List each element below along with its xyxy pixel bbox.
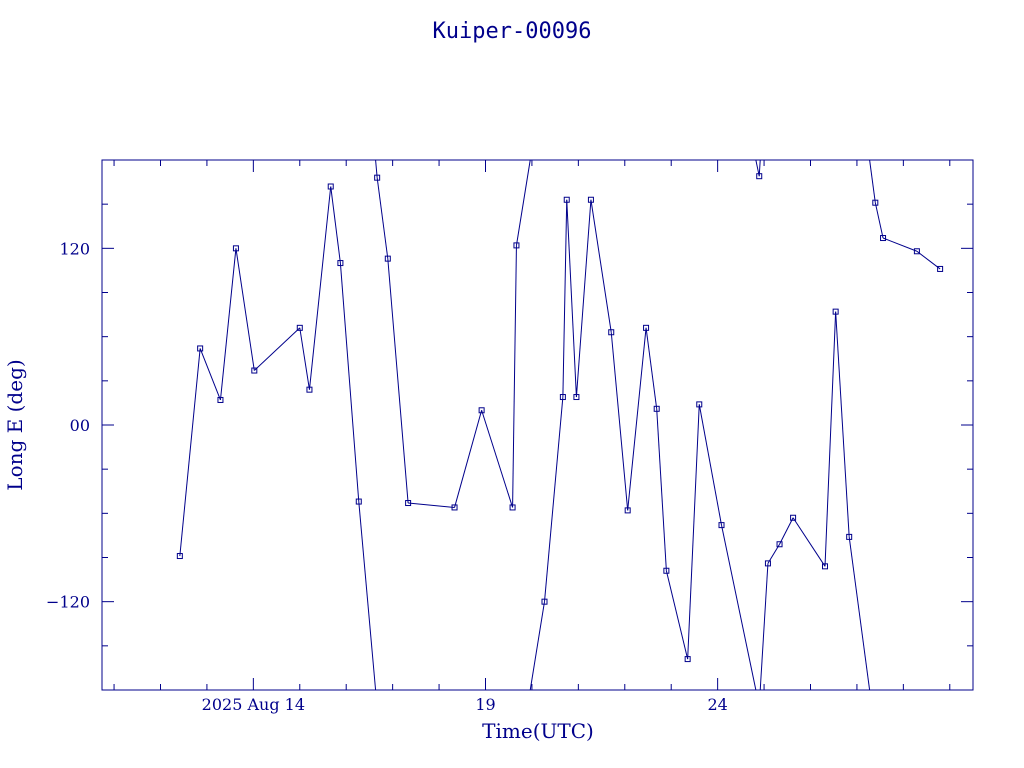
data-point <box>563 196 570 203</box>
series-segment <box>481 410 514 508</box>
data-point <box>846 533 853 540</box>
data-point <box>653 405 660 412</box>
series-segment <box>562 199 568 398</box>
series-segment <box>543 396 564 602</box>
data-point <box>405 500 412 507</box>
data-point <box>832 308 839 315</box>
x-tick-label: 2025 Aug 14 <box>202 695 305 714</box>
series-segment <box>253 327 301 371</box>
data-point <box>696 401 703 408</box>
y-tick-label: 00 <box>70 416 90 435</box>
data-point <box>384 255 391 262</box>
data-point <box>756 173 763 180</box>
series-group <box>176 159 944 691</box>
data-point <box>509 504 516 511</box>
series-segment <box>408 502 455 508</box>
x-axis-label: Time(UTC) <box>482 719 594 743</box>
data-point <box>251 367 258 374</box>
x-tick-label: 24 <box>707 695 727 714</box>
series-segment <box>759 563 769 691</box>
series-segment <box>767 543 780 564</box>
series-segment <box>454 410 483 508</box>
series-segment <box>848 536 871 691</box>
data-point <box>718 522 725 529</box>
y-axis-label: Long E (deg) <box>3 359 27 490</box>
series-segment <box>792 517 826 567</box>
data-point <box>355 498 362 505</box>
data-point <box>937 265 944 272</box>
data-point <box>764 560 771 567</box>
series-segment <box>566 199 577 398</box>
series-segment <box>687 404 700 660</box>
chart-title: Kuiper-00096 <box>433 19 592 44</box>
series-segment <box>575 199 592 398</box>
series-segment <box>698 404 722 526</box>
series-segment <box>339 263 360 502</box>
series-segment <box>330 186 341 264</box>
series-segment <box>299 327 310 390</box>
data-point <box>663 567 670 574</box>
series-segment <box>874 202 884 239</box>
tick-labels: 2025 Aug 14 19 24 120 00 −120 <box>46 239 728 714</box>
y-tick-label: 120 <box>59 239 90 258</box>
data-point <box>790 514 797 521</box>
series-segment <box>358 501 377 691</box>
series-segment <box>869 159 876 203</box>
series-segment <box>645 327 658 409</box>
series-segment <box>219 248 237 401</box>
data-point <box>559 394 566 401</box>
data-point <box>513 242 520 249</box>
data-point <box>573 394 580 401</box>
series-segment <box>512 245 517 508</box>
data-point <box>306 386 313 393</box>
data-point <box>684 656 691 663</box>
y-tick-label: −120 <box>46 593 90 612</box>
series-segment <box>235 248 255 371</box>
series-segment <box>627 327 647 511</box>
series-segment <box>199 348 221 401</box>
data-point <box>374 174 381 181</box>
data-point <box>913 248 920 255</box>
series-segment <box>721 525 757 691</box>
data-point <box>217 396 224 403</box>
series-segment <box>665 570 689 660</box>
axis-ticks <box>102 160 973 690</box>
data-point <box>176 553 183 560</box>
data-point <box>643 324 650 331</box>
series-segment <box>179 348 201 557</box>
series-segment <box>590 199 612 333</box>
data-point <box>880 235 887 242</box>
data-point <box>872 199 879 206</box>
data-point <box>296 324 303 331</box>
data-point <box>624 507 631 514</box>
data-point <box>478 407 485 414</box>
series-segment <box>376 177 389 259</box>
series-segment <box>656 408 667 571</box>
data-point <box>232 245 239 252</box>
series-segment <box>916 250 941 270</box>
series-segment <box>779 517 794 545</box>
data-point <box>451 504 458 511</box>
series-segment <box>610 332 629 511</box>
data-point <box>541 598 548 605</box>
series-segment <box>387 258 409 504</box>
data-point <box>197 345 204 352</box>
data-point <box>776 541 783 548</box>
data-point <box>608 329 615 336</box>
x-tick-label: 19 <box>475 695 495 714</box>
series-segment <box>824 311 837 567</box>
series-segment <box>882 237 918 252</box>
series-segment <box>529 601 545 691</box>
data-point <box>327 183 334 190</box>
series-segment <box>515 159 531 246</box>
data-point <box>337 260 344 267</box>
series-segment <box>308 186 332 390</box>
data-point <box>587 196 594 203</box>
series-segment <box>835 311 850 537</box>
data-point <box>822 563 829 570</box>
